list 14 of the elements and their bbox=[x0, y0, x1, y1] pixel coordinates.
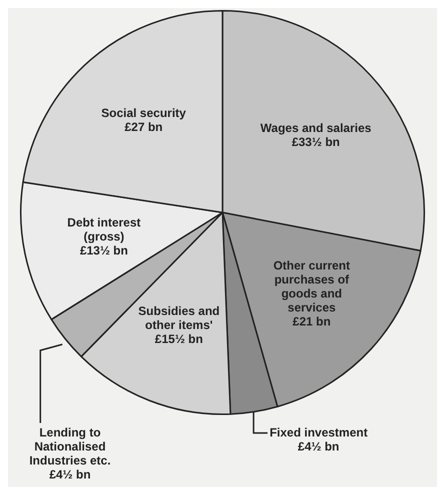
data-label: £33½ bn bbox=[292, 134, 340, 149]
slice-label: Wages and salaries bbox=[260, 120, 372, 135]
data-label: £4½ bn bbox=[298, 439, 340, 454]
data-label: £15½ bn bbox=[154, 332, 203, 346]
data-label: £13½ bn bbox=[80, 243, 128, 258]
data-label: £27 bn bbox=[124, 120, 163, 134]
slice-label: Subsidies and other items' bbox=[138, 304, 220, 332]
data-label: £4½ bn bbox=[49, 467, 91, 482]
slice-label: Social security bbox=[101, 106, 186, 120]
data-label: £21 bn bbox=[292, 314, 331, 329]
slice-label: Lending to Nationalised Industries etc. bbox=[29, 425, 111, 468]
slice-label: Debt interest (gross) bbox=[67, 215, 141, 244]
slice-label: Other current purchases of goods and services bbox=[273, 258, 350, 315]
slice-label: Fixed investment bbox=[270, 425, 368, 440]
